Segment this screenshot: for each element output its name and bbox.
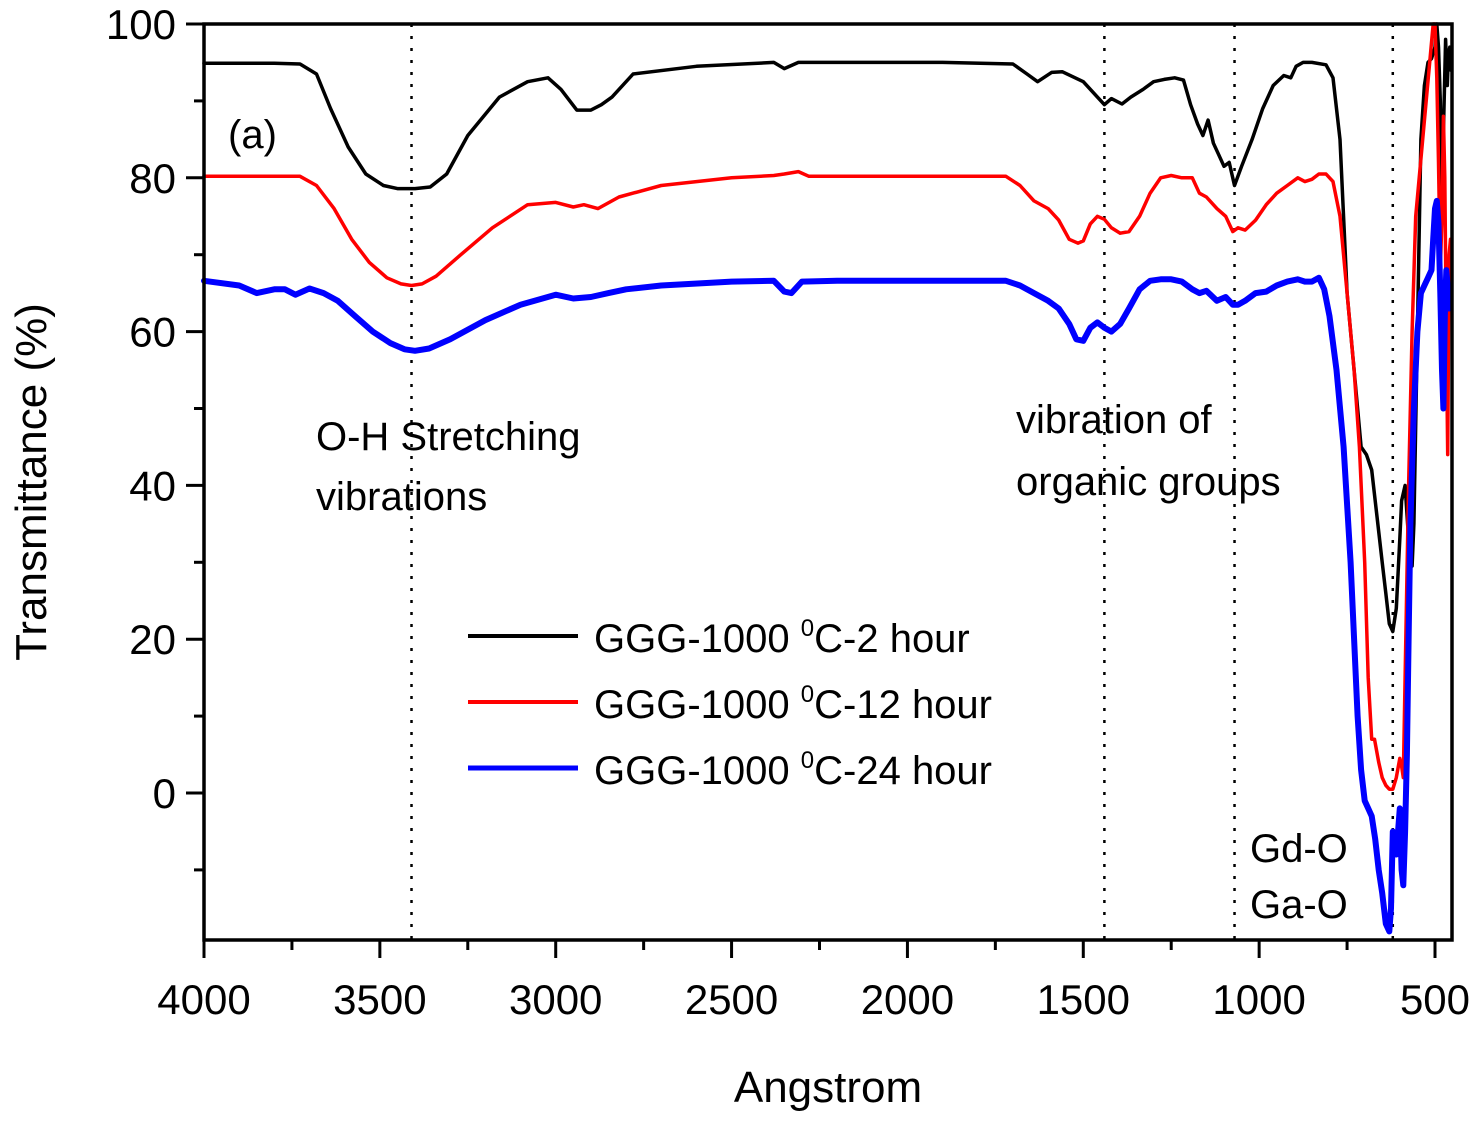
- legend-label-0: GGG-1000 0C-2 hour: [594, 615, 970, 661]
- y-tick-label: 100: [106, 1, 176, 48]
- annotations: O-H Stretching vibrations vibration of org…: [316, 398, 1348, 927]
- x-tick-label: 1000: [1212, 976, 1305, 1023]
- x-tick-label: 4000: [157, 976, 250, 1023]
- x-axis-title: Angstrom: [734, 1063, 922, 1112]
- panel-label: (a): [228, 113, 277, 157]
- x-tick-label: 3000: [509, 976, 602, 1023]
- y-tick-label: 80: [129, 155, 176, 202]
- x-tick-label: 1500: [1037, 976, 1130, 1023]
- x-tick-label: 500: [1400, 976, 1470, 1023]
- annotation-oh-line-1: vibrations: [316, 475, 487, 519]
- series-line-2: [201, 197, 1454, 935]
- annotation-metal-oxide-line-1: Ga-O: [1250, 883, 1348, 927]
- reference-lines: [410, 24, 1395, 940]
- plot-frame: [202, 22, 1454, 942]
- y-tick-label: 0: [153, 770, 176, 817]
- y-tick-label: 20: [129, 616, 176, 663]
- y-axis-title: Transmittance (%): [7, 303, 56, 661]
- series-line-1: [202, 22, 1453, 791]
- x-tick-label: 2000: [861, 976, 954, 1023]
- legend-label-2: GGG-1000 0C-24 hour: [594, 747, 992, 793]
- x-tick-label: 3500: [333, 976, 426, 1023]
- annotation-metal-oxide-line-0: Gd-O: [1250, 827, 1348, 871]
- y-tick-label: 40: [129, 462, 176, 509]
- tick-labels: 4000 3500 3000 2500 2000 1500 1000 500 0 20 40 60 80…: [106, 1, 1470, 1023]
- axis-ticks: [186, 22, 1437, 958]
- series-line-0: [202, 22, 1453, 634]
- annotation-organic-line-0: vibration of: [1016, 398, 1213, 442]
- series-layer: [201, 22, 1454, 935]
- legend-label-1: GGG-1000 0C-12 hour: [594, 681, 992, 727]
- y-tick-label: 60: [129, 309, 176, 356]
- annotation-organic-line-1: organic groups: [1016, 460, 1281, 504]
- x-tick-label: 2500: [685, 976, 778, 1023]
- annotation-oh-line-0: O-H Stretching: [316, 415, 581, 459]
- legend: GGG-1000 0C-2 hour GGG-1000 0C-12 hour GGG…: [468, 615, 992, 793]
